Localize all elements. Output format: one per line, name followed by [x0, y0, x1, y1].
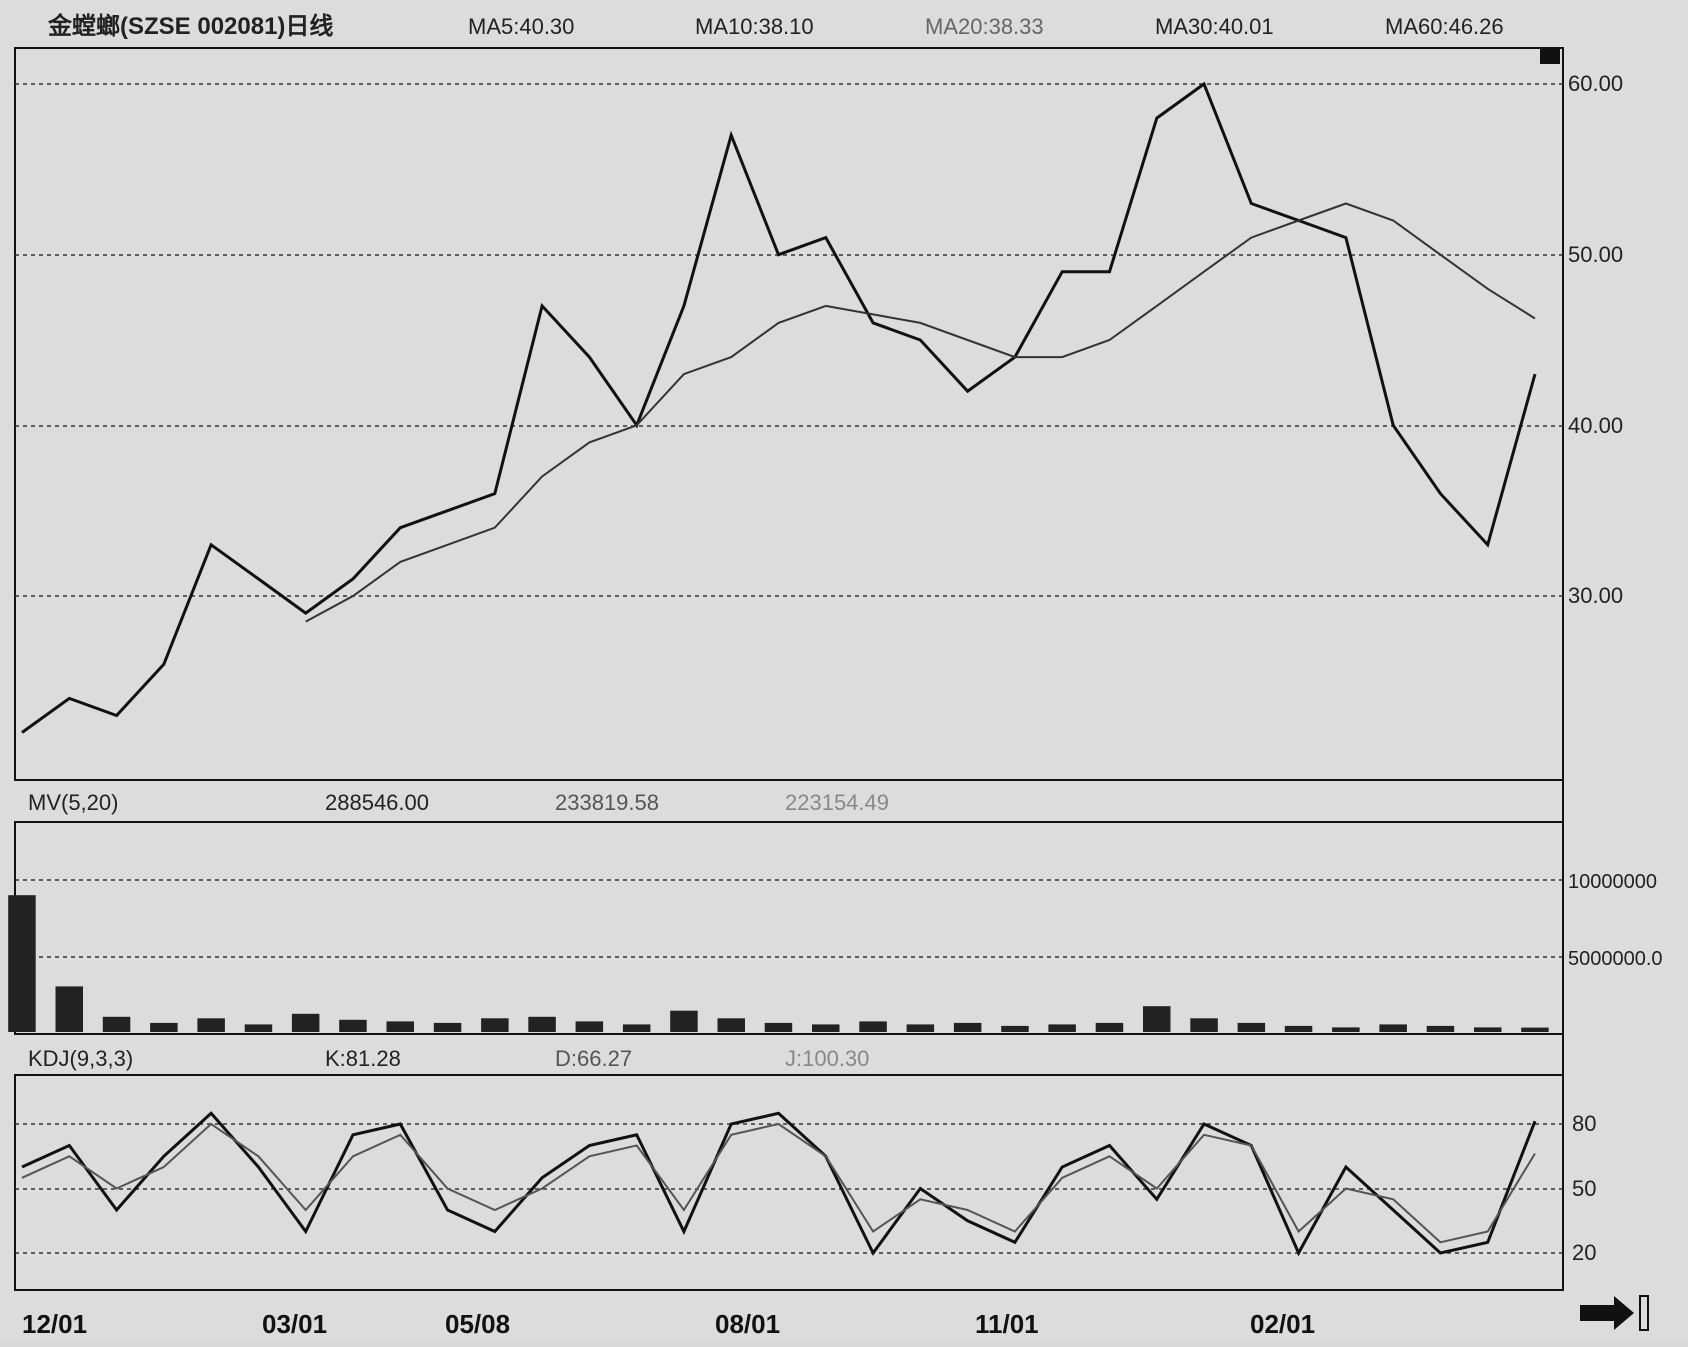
volume-bar	[8, 895, 36, 1032]
scroll-right-button[interactable]	[1580, 1295, 1649, 1331]
volume-bar	[622, 1024, 651, 1032]
volume-bar	[528, 1016, 556, 1032]
kdj-d-line	[21, 1122, 1536, 1244]
date-label-0801: 08/01	[715, 1309, 780, 1339]
chart-title: 金螳螂(SZSE 002081)日线	[47, 12, 333, 40]
kdj-tick-50: 50	[1572, 1176, 1596, 1201]
volume-bar	[859, 1021, 887, 1032]
volume-tick-5m: 5000000.0	[1568, 948, 1663, 970]
volume-bar	[717, 1018, 745, 1032]
kdj-k-line	[21, 1111, 1537, 1257]
volume-bar	[1095, 1022, 1124, 1032]
volume-bar	[1284, 1025, 1313, 1032]
volume-value-2: 233819.58	[555, 790, 659, 815]
volume-bar	[670, 1010, 698, 1032]
volume-bar	[1426, 1025, 1455, 1032]
arrow-right-icon[interactable]	[1580, 1296, 1634, 1330]
kdj-tick-20: 20	[1572, 1240, 1596, 1265]
volume-bar	[1521, 1027, 1549, 1032]
volume-bar	[1143, 1006, 1171, 1032]
volume-label: MV(5,20)	[28, 790, 118, 815]
volume-bar	[150, 1022, 178, 1032]
volume-bar	[339, 1019, 367, 1032]
kdj-tick-80: 80	[1572, 1111, 1596, 1136]
price-tick-40: 40.00	[1568, 413, 1623, 438]
date-label-1201: 12/01	[22, 1309, 87, 1339]
ma10-readout: MA10:38.10	[695, 14, 814, 39]
volume-bar	[1332, 1027, 1360, 1032]
ma30-readout: MA30:40.01	[1155, 14, 1274, 39]
volume-bar	[575, 1021, 604, 1032]
ma60-line	[305, 202, 1536, 623]
panel-corner-marker	[1540, 48, 1560, 64]
ma20-readout: MA20:38.33	[925, 14, 1044, 39]
price-close-line	[21, 81, 1537, 734]
volume-bar	[1001, 1025, 1029, 1032]
volume-value-1: 288546.00	[325, 790, 429, 815]
volume-bar	[1379, 1024, 1407, 1032]
volume-bar	[1190, 1018, 1218, 1032]
volume-bar	[1048, 1024, 1076, 1032]
kdj-marks	[21, 1111, 1537, 1257]
date-label-0508: 05/08	[445, 1309, 510, 1339]
price-panel	[14, 47, 1564, 781]
ma60-readout: MA60:46.26	[1385, 14, 1504, 39]
kdj-j-value: J:100.30	[785, 1046, 869, 1071]
volume-bar	[102, 1016, 131, 1032]
volume-bar	[291, 1013, 320, 1032]
volume-bar	[55, 986, 83, 1032]
volume-bar	[386, 1021, 414, 1032]
kdj-d-value: D:66.27	[555, 1046, 632, 1071]
price-tick-30: 30.00	[1568, 583, 1623, 608]
kdj-panel	[14, 1074, 1564, 1291]
price-tick-60: 60.00	[1568, 71, 1623, 96]
volume-bar	[906, 1024, 935, 1032]
volume-bar	[197, 1018, 225, 1032]
volume-bar	[764, 1022, 793, 1032]
ma5-readout: MA5:40.30	[468, 14, 574, 39]
date-label-0301: 03/01	[262, 1309, 327, 1339]
volume-marks	[8, 895, 1549, 1032]
volume-tick-10m: 10000000	[1568, 871, 1657, 893]
volume-bar	[953, 1022, 982, 1032]
volume-bar	[433, 1022, 462, 1032]
volume-bar	[1237, 1022, 1266, 1032]
volume-bar	[244, 1024, 273, 1032]
kdj-label: KDJ(9,3,3)	[28, 1046, 133, 1071]
kdj-k-value: K:81.28	[325, 1046, 401, 1071]
scroll-end-marker	[1639, 1295, 1649, 1331]
price-tick-50: 50.00	[1568, 242, 1623, 267]
volume-bar	[481, 1018, 509, 1032]
date-label-1101: 11/01	[975, 1309, 1039, 1339]
date-label-0201: 02/01	[1250, 1309, 1315, 1339]
volume-bar	[812, 1024, 840, 1032]
volume-panel	[14, 821, 1564, 1035]
price-marks	[21, 81, 1537, 734]
volume-value-3: 223154.49	[785, 790, 889, 815]
volume-bar	[1474, 1027, 1502, 1032]
